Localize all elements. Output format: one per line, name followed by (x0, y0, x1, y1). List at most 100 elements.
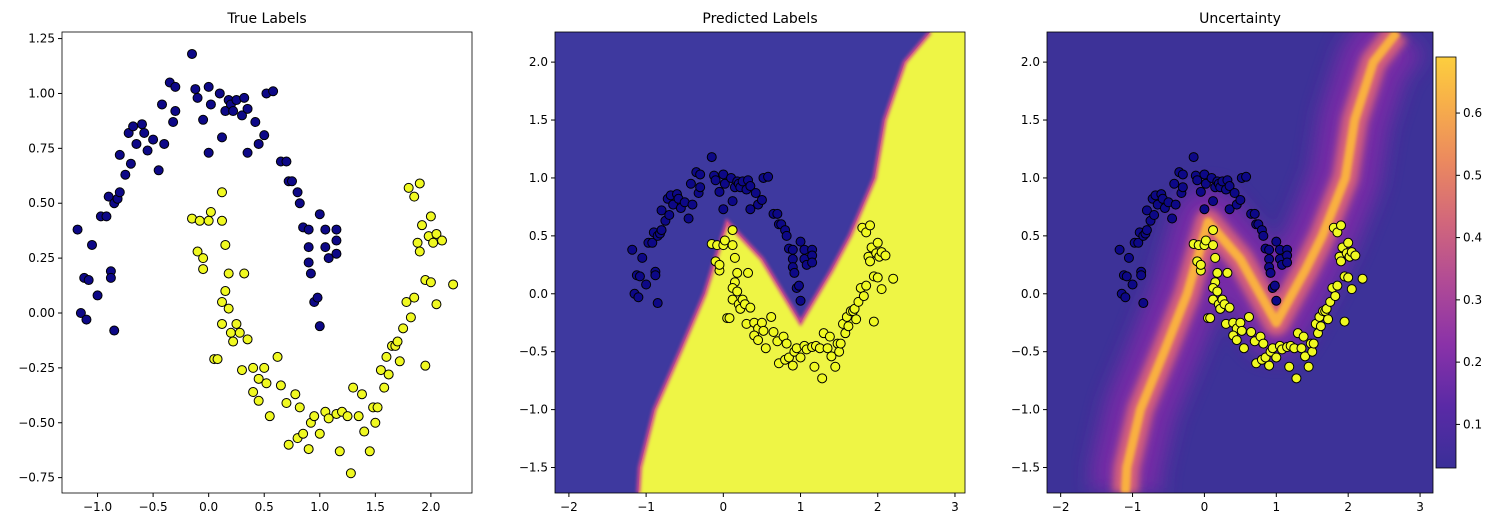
data-point (261, 378, 272, 389)
data-point (359, 426, 370, 437)
data-point (647, 237, 658, 248)
data-point (405, 312, 416, 323)
data-point (234, 327, 245, 338)
data-point (732, 267, 743, 278)
data-point (203, 81, 214, 92)
axes-frame (61, 31, 473, 494)
data-point (656, 205, 667, 216)
data-point (137, 119, 147, 130)
data-point (1298, 331, 1309, 342)
data-point (1212, 267, 1223, 278)
data-point (1210, 252, 1221, 263)
data-point (364, 446, 375, 457)
data-point (314, 428, 325, 439)
data-point (294, 198, 305, 209)
data-point (633, 292, 644, 303)
data-point (687, 199, 698, 210)
data-point (710, 175, 721, 186)
data-point (381, 351, 392, 362)
data-point (268, 86, 279, 97)
data-point (1120, 292, 1131, 303)
data-point (809, 361, 820, 372)
data-point (727, 225, 738, 236)
x-tick-label: 0.0 (199, 500, 218, 514)
data-point (745, 204, 756, 215)
data-point (652, 298, 663, 309)
data-point (1141, 225, 1152, 236)
data-point (763, 171, 774, 182)
data-point (1224, 204, 1235, 215)
data-point (205, 99, 216, 110)
data-point (768, 326, 779, 337)
x-tick-label: −1 (1124, 500, 1142, 514)
data-point (198, 114, 209, 125)
data-point (868, 316, 879, 327)
data-point (756, 317, 767, 328)
data-point (320, 242, 331, 253)
y-tick-label: −1.0 (519, 403, 548, 417)
y-tick-label: 2.0 (1021, 55, 1040, 69)
y-tick-label: 0.75 (28, 141, 55, 155)
plot-area (555, 32, 965, 493)
data-point (331, 235, 342, 246)
data-point (1224, 302, 1235, 313)
data-point (392, 336, 403, 347)
data-point (412, 237, 423, 248)
data-point (323, 253, 334, 264)
data-point (448, 279, 459, 290)
data-point (272, 351, 283, 362)
data-point (353, 411, 364, 422)
data-point (375, 365, 386, 376)
data-point (858, 291, 869, 302)
data-point (1235, 194, 1246, 205)
data-point (1149, 210, 1160, 221)
data-point (292, 187, 303, 198)
data-point (683, 213, 694, 224)
colorbar-tick-label: 0.5 (1463, 168, 1482, 182)
data-point (401, 297, 412, 308)
data-point (1136, 270, 1147, 281)
data-point (409, 292, 420, 303)
data-point (81, 314, 92, 325)
data-point (766, 311, 777, 322)
data-point (92, 290, 103, 301)
data-point (1235, 317, 1246, 328)
y-tick-label: 1.0 (529, 171, 548, 185)
data-point (314, 321, 325, 332)
data-point (1271, 236, 1282, 247)
data-point (781, 338, 792, 349)
data-point (789, 267, 800, 278)
data-point (1296, 343, 1307, 354)
data-point (1195, 186, 1206, 197)
data-point (290, 389, 301, 400)
data-point (1330, 291, 1341, 302)
data-point (1357, 273, 1368, 284)
data-point (303, 257, 314, 268)
data-point (1246, 326, 1257, 337)
data-point (880, 250, 891, 261)
x-tick-label: −2 (560, 500, 578, 514)
data-point (872, 272, 883, 283)
y-tick-label: 0.25 (28, 251, 55, 265)
data-point (1264, 244, 1275, 255)
colorbar (1435, 56, 1457, 469)
data-point (303, 224, 314, 235)
data-point (253, 138, 264, 149)
data-point (727, 240, 738, 251)
data-point (101, 211, 112, 222)
data-point (1271, 352, 1282, 363)
data-point (834, 346, 845, 357)
data-point (128, 121, 139, 132)
data-point (851, 314, 862, 325)
data-point (250, 117, 261, 128)
data-point (664, 210, 675, 221)
y-tick-label: 0.5 (529, 229, 548, 243)
data-point (727, 196, 738, 207)
data-point (242, 103, 253, 114)
data-point (718, 204, 729, 215)
data-point (237, 110, 247, 121)
data-point (212, 354, 223, 365)
panel: −1.0 −0.5 0.0 0.5 1.0 1.5 2.0 −0.75 −0.50 −0.25 0.… (18, 11, 473, 514)
data-point (220, 239, 231, 250)
x-tick-label: −1.0 (83, 500, 112, 514)
